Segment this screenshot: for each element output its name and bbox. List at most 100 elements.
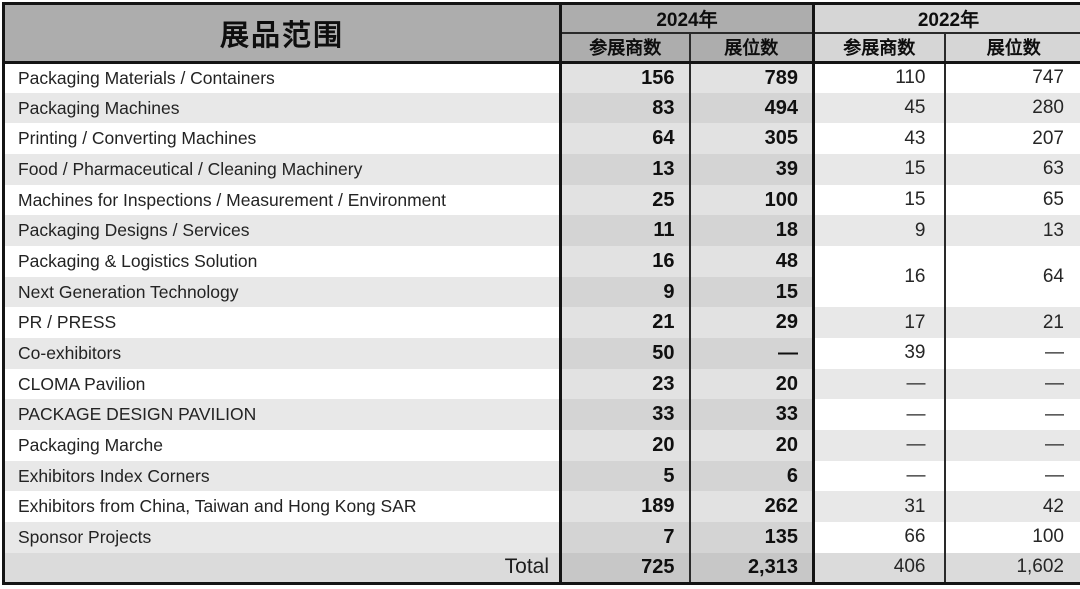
value-2022-booths: 42: [945, 491, 1080, 522]
value-2024-exhibitors: 11: [561, 215, 690, 246]
total-2022-booths: 1,602: [945, 553, 1080, 584]
category-label: Food / Pharmaceutical / Cleaning Machine…: [4, 154, 561, 185]
value-2022-exhibitors: 66: [814, 522, 945, 553]
value-2022-booths: —: [945, 399, 1080, 430]
value-2024-exhibitors: 156: [561, 62, 690, 93]
value-2022-booths: 207: [945, 123, 1080, 154]
value-2022-exhibitors: —: [814, 399, 945, 430]
subheader-2022-exhibitors: 参展商数: [814, 33, 945, 62]
value-2024-booths: 100: [690, 185, 814, 216]
category-label: Packaging Materials / Containers: [4, 62, 561, 93]
value-2024-exhibitors: 21: [561, 307, 690, 338]
category-label: Sponsor Projects: [4, 522, 561, 553]
total-2022-exhibitors: 406: [814, 553, 945, 584]
value-2024-exhibitors: 33: [561, 399, 690, 430]
value-2024-booths: 33: [690, 399, 814, 430]
total-2024-exhibitors: 725: [561, 553, 690, 584]
value-2024-booths: 15: [690, 277, 814, 308]
value-2024-exhibitors: 64: [561, 123, 690, 154]
value-2024-booths: 135: [690, 522, 814, 553]
category-label: Co-exhibitors: [4, 338, 561, 369]
value-2024-exhibitors: 5: [561, 461, 690, 492]
value-2022-exhibitors: 39: [814, 338, 945, 369]
year-header-2022: 2022年: [814, 4, 1080, 34]
value-2024-booths: 48: [690, 246, 814, 277]
subheader-2024-booths: 展位数: [690, 33, 814, 62]
value-2022-exhibitors: 17: [814, 307, 945, 338]
category-label: CLOMA Pavilion: [4, 369, 561, 400]
value-2024-exhibitors: 7: [561, 522, 690, 553]
value-2022-booths: 21: [945, 307, 1080, 338]
value-2024-exhibitors: 13: [561, 154, 690, 185]
value-2022-exhibitors: 15: [814, 154, 945, 185]
value-2024-booths: 20: [690, 369, 814, 400]
category-label: Packaging & Logistics Solution: [4, 246, 561, 277]
value-2022-booths: 13: [945, 215, 1080, 246]
table-header: 展品范围 2024年 2022年 参展商数 展位数 参展商数 展位数: [4, 4, 1080, 63]
value-2024-booths: 39: [690, 154, 814, 185]
value-2024-exhibitors: 50: [561, 338, 690, 369]
value-2022-exhibitors: 9: [814, 215, 945, 246]
value-2022-exhibitors: 45: [814, 93, 945, 124]
value-2024-exhibitors: 9: [561, 277, 690, 308]
year-header-row: 展品范围 2024年 2022年: [4, 4, 1080, 34]
value-2024-booths: 305: [690, 123, 814, 154]
category-label: Machines for Inspections / Measurement /…: [4, 185, 561, 216]
table-row: Exhibitors from China, Taiwan and Hong K…: [4, 491, 1080, 522]
value-2022-booths: 65: [945, 185, 1080, 216]
category-label: Next Generation Technology: [4, 277, 561, 308]
table-title: 展品范围: [4, 4, 561, 63]
value-2022-exhibitors: 43: [814, 123, 945, 154]
total-2024-booths: 2,313: [690, 553, 814, 584]
value-2022-booths: —: [945, 430, 1080, 461]
value-2022-exhibitors: 15: [814, 185, 945, 216]
value-2022-exhibitors: —: [814, 461, 945, 492]
subheader-2024-exhibitors: 参展商数: [561, 33, 690, 62]
value-2022-booths: —: [945, 338, 1080, 369]
value-2024-booths: 494: [690, 93, 814, 124]
category-label: Exhibitors from China, Taiwan and Hong K…: [4, 491, 561, 522]
value-2024-booths: 20: [690, 430, 814, 461]
value-2022-booths: —: [945, 461, 1080, 492]
category-label: Packaging Machines: [4, 93, 561, 124]
value-2024-exhibitors: 25: [561, 185, 690, 216]
table-row: Food / Pharmaceutical / Cleaning Machine…: [4, 154, 1080, 185]
category-label: PR / PRESS: [4, 307, 561, 338]
value-2022-booths: 747: [945, 62, 1080, 93]
value-2022-exhibitors: —: [814, 430, 945, 461]
value-2022-booths: 280: [945, 93, 1080, 124]
category-label: Printing / Converting Machines: [4, 123, 561, 154]
value-2022-exhibitors: —: [814, 369, 945, 400]
table-row: Machines for Inspections / Measurement /…: [4, 185, 1080, 216]
value-2022-exhibitors: 16: [814, 246, 945, 307]
value-2024-exhibitors: 23: [561, 369, 690, 400]
value-2024-exhibitors: 16: [561, 246, 690, 277]
category-label: Packaging Designs / Services: [4, 215, 561, 246]
value-2022-booths: 63: [945, 154, 1080, 185]
value-2022-exhibitors: 31: [814, 491, 945, 522]
value-2022-booths: 100: [945, 522, 1080, 553]
category-label: Exhibitors Index Corners: [4, 461, 561, 492]
value-2022-booths: 64: [945, 246, 1080, 307]
value-2024-exhibitors: 20: [561, 430, 690, 461]
year-header-2024: 2024年: [561, 4, 814, 34]
value-2024-exhibitors: 189: [561, 491, 690, 522]
value-2024-booths: 789: [690, 62, 814, 93]
value-2022-booths: —: [945, 369, 1080, 400]
total-label: Total: [4, 553, 561, 584]
value-2024-booths: 6: [690, 461, 814, 492]
